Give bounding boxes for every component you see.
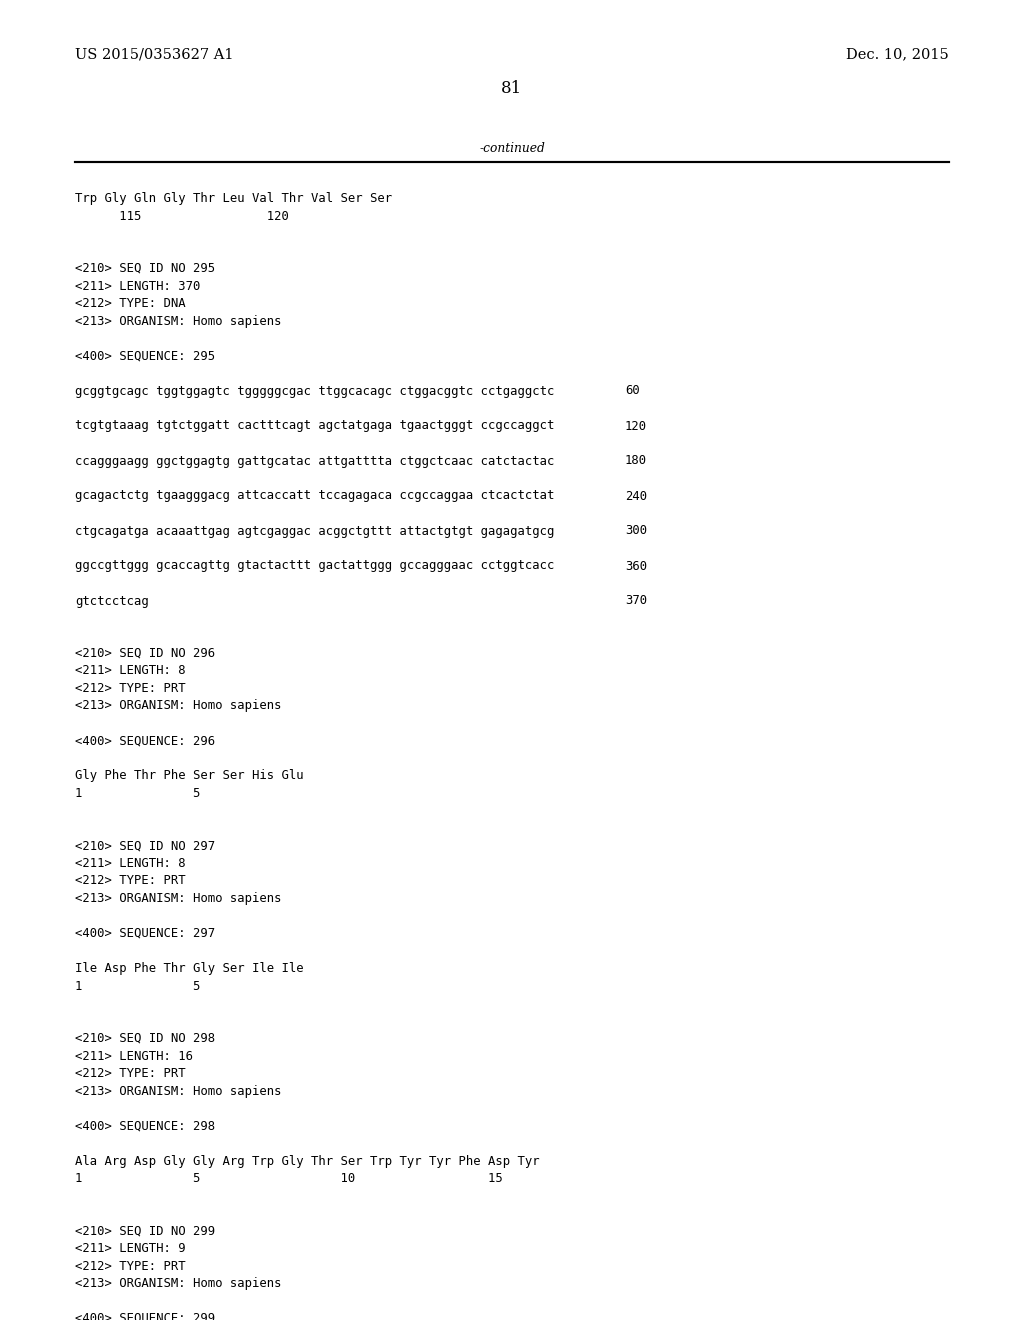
Text: <211> LENGTH: 9: <211> LENGTH: 9	[75, 1242, 185, 1255]
Text: -continued: -continued	[479, 143, 545, 154]
Text: 180: 180	[625, 454, 647, 467]
Text: <213> ORGANISM: Homo sapiens: <213> ORGANISM: Homo sapiens	[75, 314, 282, 327]
Text: <400> SEQUENCE: 298: <400> SEQUENCE: 298	[75, 1119, 215, 1133]
Text: 120: 120	[625, 420, 647, 433]
Text: 81: 81	[502, 81, 522, 96]
Text: 1               5                   10                  15: 1 5 10 15	[75, 1172, 503, 1185]
Text: Ile Asp Phe Thr Gly Ser Ile Ile: Ile Asp Phe Thr Gly Ser Ile Ile	[75, 962, 304, 975]
Text: tcgtgtaaag tgtctggatt cactttcagt agctatgaga tgaactgggt ccgccaggct: tcgtgtaaag tgtctggatt cactttcagt agctatg…	[75, 420, 554, 433]
Text: 1               5: 1 5	[75, 979, 201, 993]
Text: ctgcagatga acaaattgag agtcgaggac acggctgttt attactgtgt gagagatgcg: ctgcagatga acaaattgag agtcgaggac acggctg…	[75, 524, 554, 537]
Text: Dec. 10, 2015: Dec. 10, 2015	[846, 48, 949, 61]
Text: <211> LENGTH: 16: <211> LENGTH: 16	[75, 1049, 193, 1063]
Text: <213> ORGANISM: Homo sapiens: <213> ORGANISM: Homo sapiens	[75, 1276, 282, 1290]
Text: 370: 370	[625, 594, 647, 607]
Text: <211> LENGTH: 8: <211> LENGTH: 8	[75, 664, 185, 677]
Text: <213> ORGANISM: Homo sapiens: <213> ORGANISM: Homo sapiens	[75, 892, 282, 906]
Text: <211> LENGTH: 8: <211> LENGTH: 8	[75, 857, 185, 870]
Text: 240: 240	[625, 490, 647, 503]
Text: <210> SEQ ID NO 295: <210> SEQ ID NO 295	[75, 261, 215, 275]
Text: 300: 300	[625, 524, 647, 537]
Text: <213> ORGANISM: Homo sapiens: <213> ORGANISM: Homo sapiens	[75, 1085, 282, 1097]
Text: <210> SEQ ID NO 297: <210> SEQ ID NO 297	[75, 840, 215, 853]
Text: <212> TYPE: PRT: <212> TYPE: PRT	[75, 874, 185, 887]
Text: <210> SEQ ID NO 298: <210> SEQ ID NO 298	[75, 1032, 215, 1045]
Text: Gly Phe Thr Phe Ser Ser His Glu: Gly Phe Thr Phe Ser Ser His Glu	[75, 770, 304, 783]
Text: ccagggaagg ggctggagtg gattgcatac attgatttta ctggctcaac catctactac: ccagggaagg ggctggagtg gattgcatac attgatt…	[75, 454, 554, 467]
Text: 60: 60	[625, 384, 640, 397]
Text: US 2015/0353627 A1: US 2015/0353627 A1	[75, 48, 233, 61]
Text: gcggtgcagc tggtggagtc tgggggcgac ttggcacagc ctggacggtc cctgaggctc: gcggtgcagc tggtggagtc tgggggcgac ttggcac…	[75, 384, 554, 397]
Text: <210> SEQ ID NO 299: <210> SEQ ID NO 299	[75, 1225, 215, 1238]
Text: <211> LENGTH: 370: <211> LENGTH: 370	[75, 280, 201, 293]
Text: <212> TYPE: PRT: <212> TYPE: PRT	[75, 1259, 185, 1272]
Text: gtctcctcag: gtctcctcag	[75, 594, 148, 607]
Text: <400> SEQUENCE: 297: <400> SEQUENCE: 297	[75, 927, 215, 940]
Text: <210> SEQ ID NO 296: <210> SEQ ID NO 296	[75, 647, 215, 660]
Text: gcagactctg tgaagggacg attcaccatt tccagagaca ccgccaggaa ctcactctat: gcagactctg tgaagggacg attcaccatt tccagag…	[75, 490, 554, 503]
Text: <212> TYPE: PRT: <212> TYPE: PRT	[75, 1067, 185, 1080]
Text: <400> SEQUENCE: 295: <400> SEQUENCE: 295	[75, 350, 215, 363]
Text: 115                 120: 115 120	[75, 210, 289, 223]
Text: <400> SEQUENCE: 296: <400> SEQUENCE: 296	[75, 734, 215, 747]
Text: <400> SEQUENCE: 299: <400> SEQUENCE: 299	[75, 1312, 215, 1320]
Text: 1               5: 1 5	[75, 787, 201, 800]
Text: 360: 360	[625, 560, 647, 573]
Text: <213> ORGANISM: Homo sapiens: <213> ORGANISM: Homo sapiens	[75, 700, 282, 713]
Text: <212> TYPE: DNA: <212> TYPE: DNA	[75, 297, 185, 310]
Text: <212> TYPE: PRT: <212> TYPE: PRT	[75, 682, 185, 696]
Text: Ala Arg Asp Gly Gly Arg Trp Gly Thr Ser Trp Tyr Tyr Phe Asp Tyr: Ala Arg Asp Gly Gly Arg Trp Gly Thr Ser …	[75, 1155, 540, 1167]
Text: Trp Gly Gln Gly Thr Leu Val Thr Val Ser Ser: Trp Gly Gln Gly Thr Leu Val Thr Val Ser …	[75, 191, 392, 205]
Text: ggccgttggg gcaccagttg gtactacttt gactattggg gccagggaac cctggtcacc: ggccgttggg gcaccagttg gtactacttt gactatt…	[75, 560, 554, 573]
